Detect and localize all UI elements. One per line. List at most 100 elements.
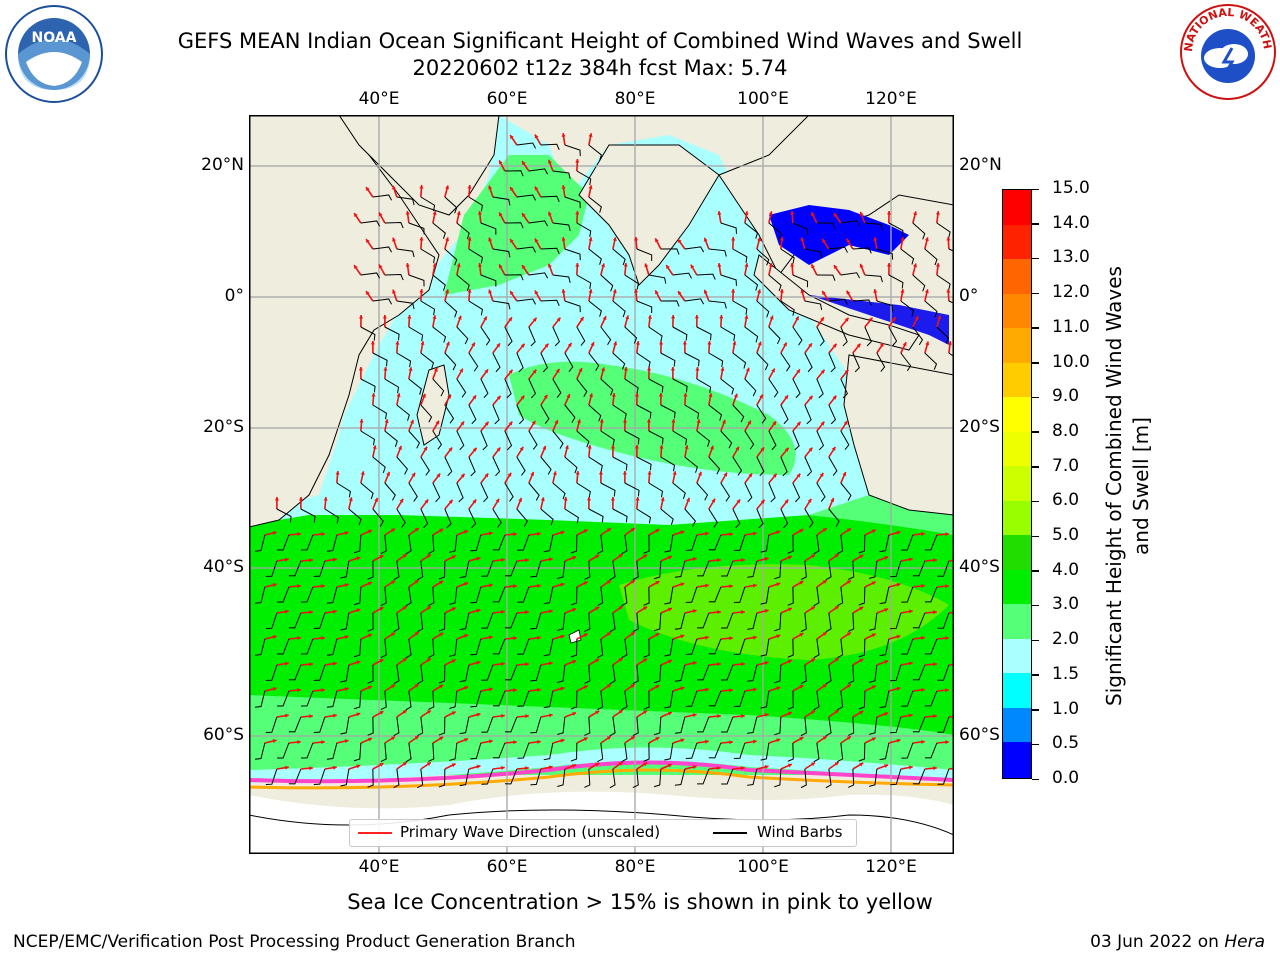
- wind-barb: [588, 508, 604, 523]
- wave-direction-arrowhead: [822, 290, 826, 295]
- wind-barb: [492, 638, 506, 655]
- wave-direction-arrowhead: [520, 343, 525, 348]
- colorbar-segment: [1003, 397, 1031, 433]
- wind-barb: [313, 768, 326, 785]
- wind-barb: [901, 690, 914, 707]
- wind-barb: [564, 144, 581, 157]
- wind-barb: [428, 534, 435, 554]
- wind-barb: [408, 430, 421, 449]
- wind-barb: [792, 222, 809, 236]
- wind-barb: [612, 456, 628, 471]
- wind-barb: [756, 248, 770, 266]
- wave-direction-arrowhead: [556, 317, 561, 322]
- wind-barb: [336, 482, 351, 498]
- wave-direction-arrowhead: [426, 554, 431, 558]
- wind-barb: [636, 404, 652, 419]
- wave-direction-arrowhead: [379, 659, 384, 663]
- wave-direction-arrowhead: [451, 555, 456, 560]
- wind-barb: [708, 300, 727, 309]
- wind-barb: [576, 482, 591, 498]
- wind-barb: [530, 716, 542, 734]
- wind-barb: [664, 638, 674, 657]
- wave-direction-arrowhead: [646, 419, 651, 423]
- wave-direction-arrowhead: [634, 237, 639, 241]
- wind-barb: [924, 638, 938, 655]
- wave-direction-arrowhead: [772, 473, 777, 478]
- wave-direction-arrowhead: [548, 557, 553, 562]
- wave-direction-arrowhead: [561, 185, 566, 189]
- wave-direction-arrowhead: [422, 393, 426, 398]
- wind-barb: [756, 404, 767, 424]
- wind-barb: [504, 430, 513, 451]
- wave-direction-arrowhead: [760, 447, 765, 452]
- wind-barb: [780, 352, 791, 372]
- wave-direction-arrowhead: [356, 608, 361, 613]
- wave-direction-arrowhead: [274, 497, 279, 501]
- wind-barb: [384, 482, 396, 501]
- wave-direction-arrowhead: [496, 395, 501, 400]
- wind-barb: [384, 326, 400, 341]
- wind-barb: [653, 768, 662, 788]
- wind-barb: [408, 222, 425, 235]
- wave-direction-arrowhead: [464, 634, 469, 638]
- wind-barb: [456, 430, 465, 451]
- wind-barb: [405, 534, 412, 555]
- wave-direction-arrowhead: [900, 237, 905, 241]
- wind-barb: [720, 430, 733, 449]
- wind-barb: [468, 196, 484, 212]
- wind-barb: [924, 300, 938, 318]
- wave-direction-arrowhead: [402, 710, 407, 714]
- wave-direction-arrowhead: [924, 237, 929, 242]
- wave-direction-arrowhead: [601, 367, 606, 372]
- colorbar-tick-mark: [1032, 535, 1039, 538]
- wind-barb: [384, 273, 404, 281]
- wave-direction-arrowhead: [771, 368, 775, 373]
- wave-direction-arrowhead: [846, 736, 851, 741]
- wind-barb: [449, 534, 458, 553]
- wave-direction-arrowhead: [384, 419, 389, 424]
- chart-title: GEFS MEAN Indian Ocean Significant Heigh…: [177, 29, 1023, 53]
- chart-subtitle: 20220602 t12z 384h fcst Max: 5.74: [412, 56, 788, 80]
- wind-barb: [774, 560, 782, 580]
- wave-direction-arrowhead: [671, 315, 676, 319]
- wind-barb: [393, 664, 400, 685]
- wave-direction-arrowhead: [488, 185, 493, 190]
- wind-barb: [600, 274, 614, 292]
- wave-direction-arrowhead: [692, 609, 697, 614]
- wind-barb: [852, 299, 872, 306]
- wind-barb: [825, 560, 832, 581]
- wind-barb: [697, 664, 710, 681]
- wind-barb: [543, 534, 554, 553]
- wind-barb: [708, 456, 721, 475]
- wind-barb: [760, 586, 770, 605]
- wind-barb: [405, 586, 412, 607]
- wave-direction-arrowhead: [572, 608, 577, 612]
- wave-direction-arrowhead: [896, 582, 901, 587]
- wave-direction-arrowhead: [411, 472, 416, 477]
- wind-barb: [672, 272, 692, 279]
- colorbar-tick-label: 1.0: [1052, 698, 1080, 719]
- wave-direction-arrowhead: [382, 315, 387, 319]
- wave-direction-arrowhead: [561, 133, 566, 137]
- wave-direction-arrowhead: [547, 263, 552, 268]
- wind-barb: [636, 248, 653, 261]
- wave-direction-arrowhead: [464, 686, 469, 690]
- wave-direction-arrowhead: [402, 606, 407, 610]
- wind-barb: [733, 534, 746, 552]
- wind-barb: [937, 768, 950, 785]
- wind-barb: [632, 716, 639, 737]
- wind-barb: [417, 664, 424, 685]
- wave-direction-arrowhead: [796, 369, 800, 374]
- wind-barb: [840, 272, 861, 279]
- wave-direction-arrowhead: [561, 237, 566, 241]
- wave-direction-arrowhead: [358, 367, 363, 371]
- wave-direction-arrowhead: [451, 763, 456, 768]
- wave-direction-arrowhead: [501, 713, 505, 718]
- wave-direction-arrowhead: [321, 740, 325, 745]
- wind-barb: [768, 482, 776, 503]
- wave-direction-arrowhead: [659, 445, 664, 449]
- wind-barb: [367, 716, 374, 736]
- wave-direction-arrowhead: [834, 554, 839, 558]
- wind-barb: [528, 168, 549, 175]
- lon-label-bottom: 80°E: [614, 857, 656, 877]
